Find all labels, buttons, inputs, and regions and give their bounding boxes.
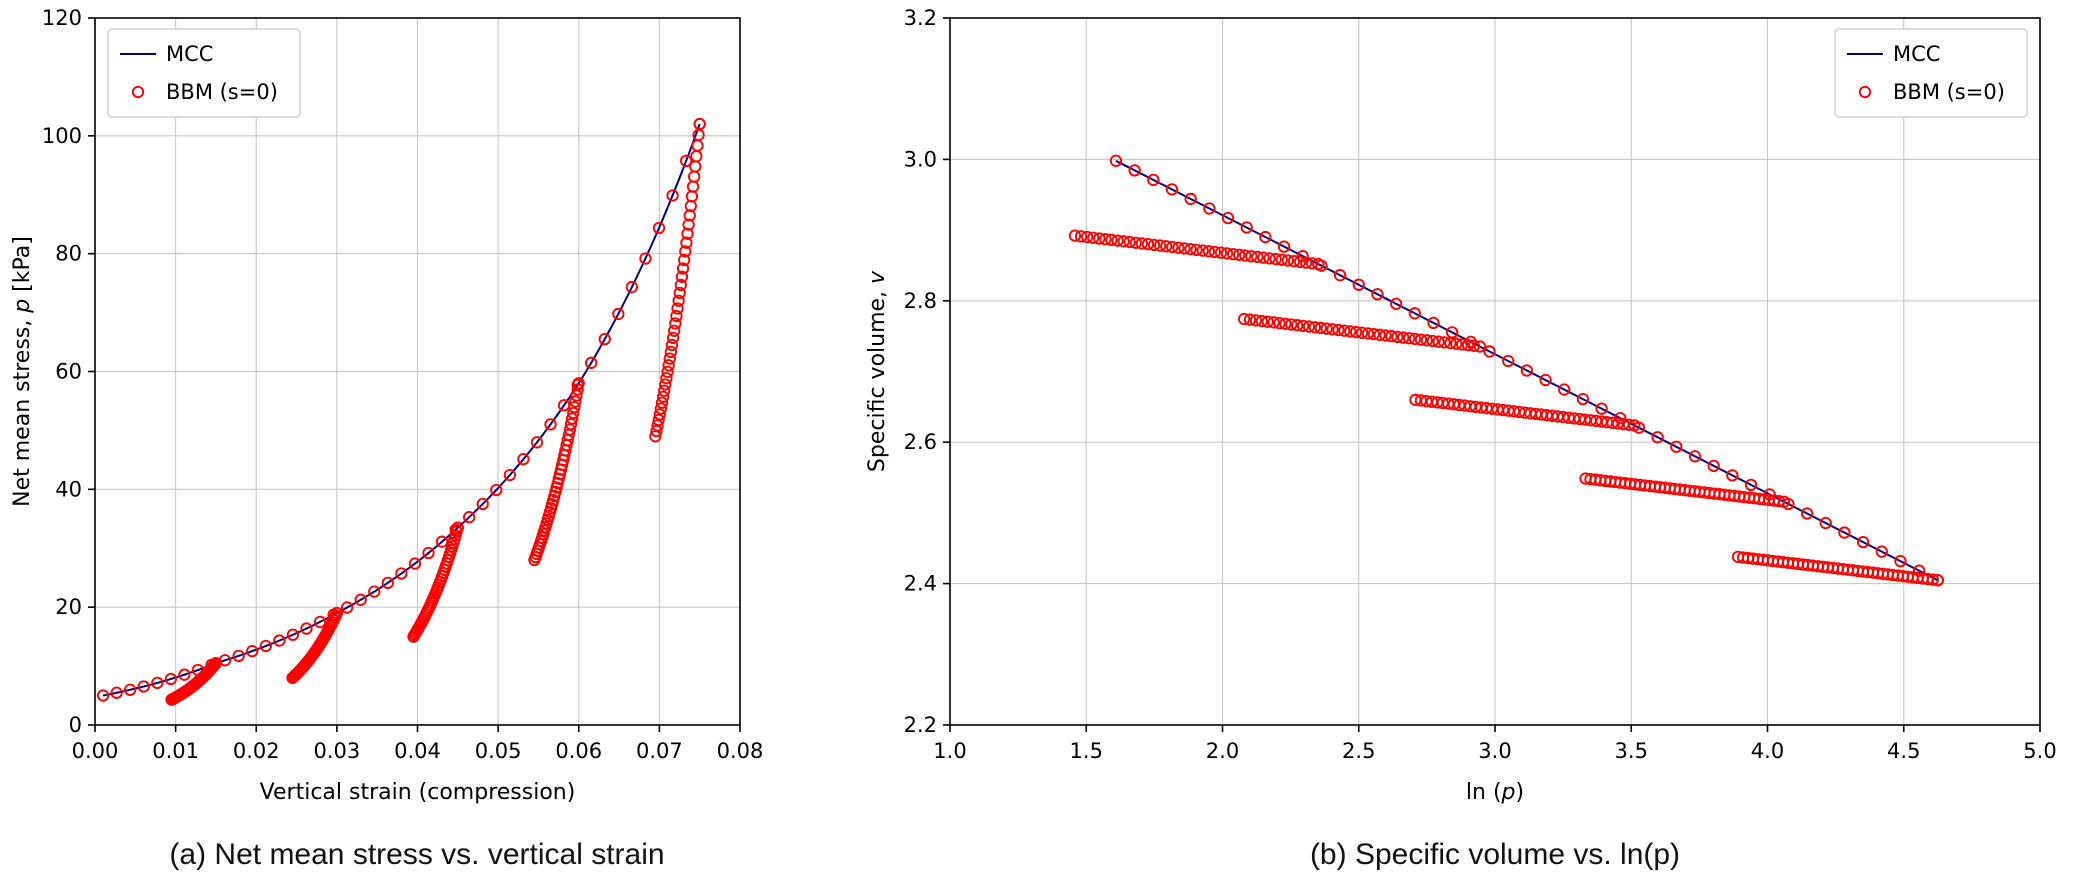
chart-specific-volume-vs-lnp: 1.0 1.5 2.0 2.5 3.0 3.5 4.0 4.5 5.0 2.2 2.4 2.6 2.8 3… — [865, 6, 2057, 805]
x-axis-label: ln (p) — [1466, 780, 1524, 805]
y-tick-label: 2.8 — [904, 289, 937, 313]
y-axis-label: Net mean stress, p [kPa] — [10, 236, 35, 507]
y-tick-label: 2.2 — [904, 713, 937, 737]
x-tick-label: 0.01 — [152, 739, 199, 763]
legend-label: MCC — [166, 42, 213, 66]
caption-a: (a) Net mean stress vs. vertical strain — [169, 838, 665, 871]
legend-box — [107, 28, 301, 118]
tick-labels: 1.0 1.5 2.0 2.5 3.0 3.5 4.0 4.5 5.0 2.2 2.4 2.6 2.8 3… — [904, 6, 2057, 763]
legend-label: BBM (s=0) — [166, 80, 278, 104]
tick-marks — [943, 17, 2041, 732]
x-tick-label: 0.00 — [72, 739, 119, 763]
chart-net-mean-stress-vs-vertical-strain: 0.00 0.01 0.02 0.03 0.04 0.05 0.06 0.07 0.08 0 20 4… — [10, 6, 763, 805]
legend-label: MCC — [1893, 42, 1940, 66]
legend-box — [1834, 28, 2028, 118]
y-tick-label: 40 — [55, 477, 82, 501]
x-tick-label: 3.5 — [1615, 739, 1648, 763]
y-tick-label: 2.4 — [904, 572, 937, 596]
legend: MCC BBM (s=0) — [107, 28, 301, 118]
x-tick-label: 2.5 — [1342, 739, 1375, 763]
tick-marks — [88, 17, 741, 732]
mcc-line — [1115, 159, 1939, 582]
x-tick-label: 0.05 — [475, 739, 522, 763]
charts-canvas: 0.00 0.01 0.02 0.03 0.04 0.05 0.06 0.07 0.08 0 20 4… — [10, 6, 2057, 805]
y-tick-label: 80 — [55, 242, 82, 266]
legend: MCC BBM (s=0) — [1834, 28, 2028, 118]
y-tick-label: 100 — [42, 124, 82, 148]
x-tick-label: 0.07 — [636, 739, 683, 763]
y-tick-label: 20 — [55, 595, 82, 619]
x-tick-label: 0.04 — [394, 739, 441, 763]
grid-lines — [94, 17, 741, 726]
y-tick-label: 3.2 — [904, 6, 937, 30]
y-tick-label: 3.0 — [904, 147, 937, 171]
x-tick-label: 1.0 — [933, 739, 966, 763]
x-tick-label: 4.5 — [1887, 739, 1920, 763]
x-tick-label: 0.03 — [313, 739, 360, 763]
y-tick-label: 120 — [42, 6, 82, 30]
x-tick-label: 0.08 — [717, 739, 764, 763]
y-tick-label: 60 — [55, 360, 82, 384]
y-tick-label: 2.6 — [904, 430, 937, 454]
x-tick-label: 1.5 — [1070, 739, 1103, 763]
bbm-markers — [96, 117, 706, 706]
x-tick-label: 0.02 — [233, 739, 280, 763]
legend-label: BBM (s=0) — [1893, 80, 2005, 104]
x-tick-label: 5.0 — [2023, 739, 2056, 763]
x-tick-label: 3.0 — [1478, 739, 1511, 763]
x-axis-label: Vertical strain (compression) — [260, 780, 576, 805]
x-tick-label: 4.0 — [1751, 739, 1784, 763]
mcc-line — [102, 123, 701, 697]
tick-labels: 0.00 0.01 0.02 0.03 0.04 0.05 0.06 0.07 0.08 0 20 4… — [42, 6, 763, 763]
bbm-markers — [1068, 154, 1944, 587]
y-axis-label: Specific volume, v — [865, 270, 890, 472]
grid-lines — [949, 17, 2041, 726]
legend-marker-sample — [131, 85, 145, 99]
x-tick-label: 0.06 — [555, 739, 602, 763]
caption-b: (b) Specific volume vs. ln(p) — [1309, 838, 1681, 871]
x-tick-label: 2.0 — [1206, 739, 1239, 763]
legend-marker-sample — [1858, 85, 1872, 99]
y-tick-label: 0 — [69, 713, 82, 737]
